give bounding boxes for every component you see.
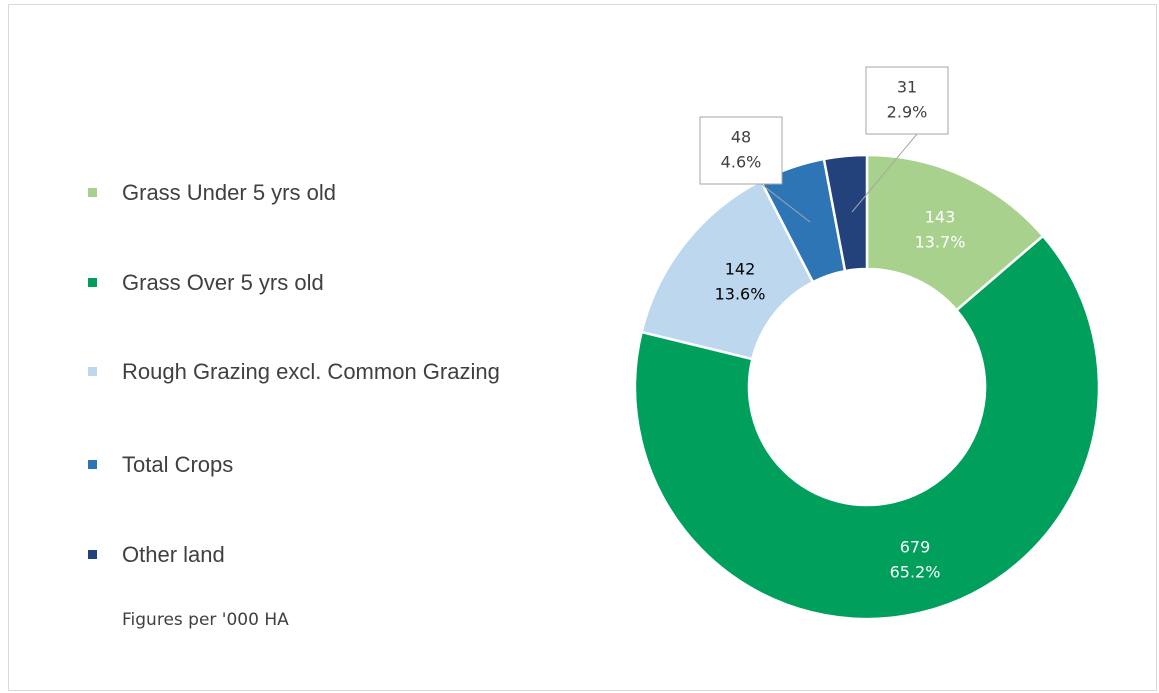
legend-item: Grass Under 5 yrs old <box>88 180 548 206</box>
percent-label: 4.6% <box>721 153 762 172</box>
legend-label: Total Crops <box>122 452 234 477</box>
percent-label: 2.9% <box>887 103 928 122</box>
leader-line <box>760 183 811 223</box>
legend-marker <box>88 460 97 469</box>
legend-label: Grass Under 5 yrs old <box>122 180 336 205</box>
label-box <box>699 116 783 185</box>
donut-slice <box>822 153 869 273</box>
legend-marker <box>88 367 97 376</box>
donut-slice <box>633 234 1101 621</box>
value-label: 679 <box>900 538 931 557</box>
percent-label: 65.2% <box>890 563 941 582</box>
legend-marker <box>88 278 97 287</box>
value-label: 143 <box>925 208 956 227</box>
legend-label: Rough Grazing excl. Common Grazing <box>122 359 500 384</box>
legend-item: Total Crops <box>88 452 548 478</box>
legend-marker <box>88 550 97 559</box>
legend-item: Grass Over 5 yrs old <box>88 270 548 296</box>
legend-item: Rough Grazing excl. Common Grazing <box>88 359 548 385</box>
percent-label: 13.6% <box>715 285 766 304</box>
value-label: 48 <box>731 128 751 147</box>
legend-label: Grass Over 5 yrs old <box>122 270 324 295</box>
note: Figures per '000 HA <box>122 610 289 630</box>
leader-line <box>851 133 918 213</box>
percent-label: 13.7% <box>915 233 966 252</box>
legend-label: Other land <box>122 542 225 567</box>
value-label: 31 <box>897 78 917 97</box>
legend-marker <box>88 188 97 197</box>
label-box <box>865 66 949 135</box>
legend-item: Other land <box>88 542 548 568</box>
value-label: 142 <box>725 260 756 279</box>
chart-frame <box>8 4 1157 691</box>
